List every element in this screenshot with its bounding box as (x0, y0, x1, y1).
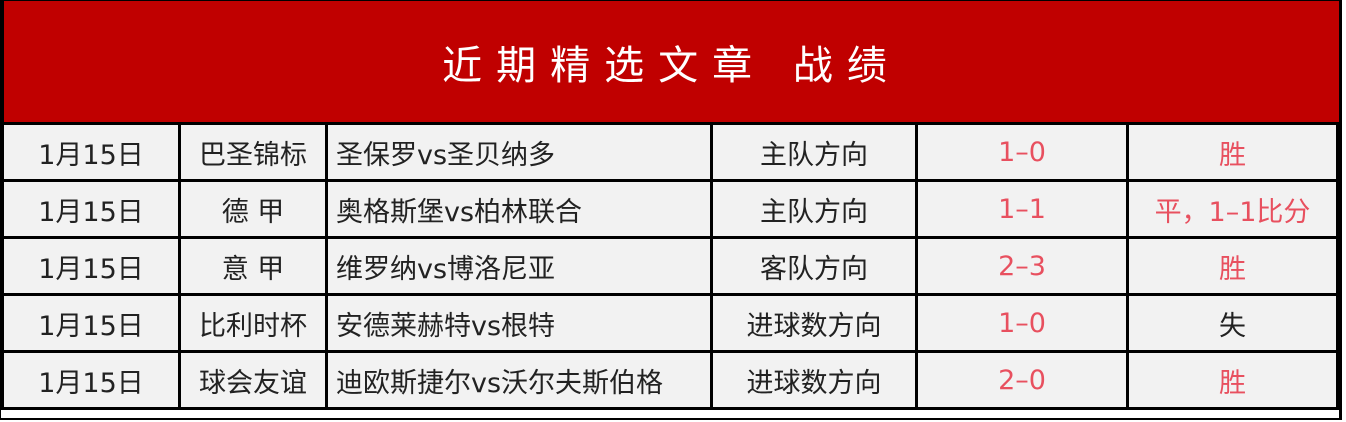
league-cell: 球会友谊 (178, 350, 328, 410)
direction-cell: 主队方向 (710, 122, 918, 182)
league-cell: 意 甲 (178, 236, 328, 296)
league-cell: 巴圣锦标 (178, 122, 328, 182)
match-cell: 圣保罗vs圣贝纳多 (325, 122, 713, 182)
record-table: 1月15日 巴圣锦标 圣保罗vs圣贝纳多 主队方向 1–0 胜 1月15日德 甲奥格斯堡vs… (1, 122, 1339, 410)
direction-cell: 客队方向 (710, 236, 918, 296)
match-cell: 奥格斯堡vs柏林联合 (325, 179, 713, 239)
table-row: 1月15日意 甲维罗纳vs博洛尼亚 客队方向 2–3 胜 (1, 236, 1339, 296)
score-cell: 1–0 (915, 122, 1129, 182)
result-cell: 胜 (1126, 122, 1339, 182)
direction-cell: 进球数方向 (710, 350, 918, 410)
match-cell: 安德莱赫特vs根特 (325, 293, 713, 353)
league-cell: 比利时杯 (178, 293, 328, 353)
page-title: 近期精选文章 战绩 (1, 1, 1339, 122)
score-cell: 1–1 (915, 179, 1129, 239)
result-cell: 平，1–1比分 (1126, 179, 1339, 239)
table-row: 1月15日 巴圣锦标 圣保罗vs圣贝纳多 主队方向 1–0 胜 (1, 122, 1339, 182)
direction-cell: 进球数方向 (710, 293, 918, 353)
result-cell: 胜 (1126, 350, 1339, 410)
table-row: 1月15日 球会友谊 迪欧斯捷尔vs沃尔夫斯伯格 进球数方向 2–0 胜 (1, 350, 1339, 410)
date-cell: 1月15日 (1, 122, 181, 182)
table-row: 1月15日 比利时杯 安德莱赫特vs根特 进球数方向 1–0 失 (1, 293, 1339, 353)
date-cell: 1月15日 (1, 236, 181, 296)
result-cell: 失 (1126, 293, 1339, 353)
table-row: 1月15日德 甲奥格斯堡vs柏林联合 主队方向 1–1 平，1–1比分 (1, 179, 1339, 239)
date-cell: 1月15日 (1, 350, 181, 410)
league-cell: 德 甲 (178, 179, 328, 239)
score-cell: 2–3 (915, 236, 1129, 296)
date-cell: 1月15日 (1, 179, 181, 239)
score-cell: 2–0 (915, 350, 1129, 410)
date-cell: 1月15日 (1, 293, 181, 353)
result-cell: 胜 (1126, 236, 1339, 296)
direction-cell: 主队方向 (710, 179, 918, 239)
match-cell: 维罗纳vs博洛尼亚 (325, 236, 713, 296)
score-cell: 1–0 (915, 293, 1129, 353)
match-cell: 迪欧斯捷尔vs沃尔夫斯伯格 (325, 350, 713, 410)
